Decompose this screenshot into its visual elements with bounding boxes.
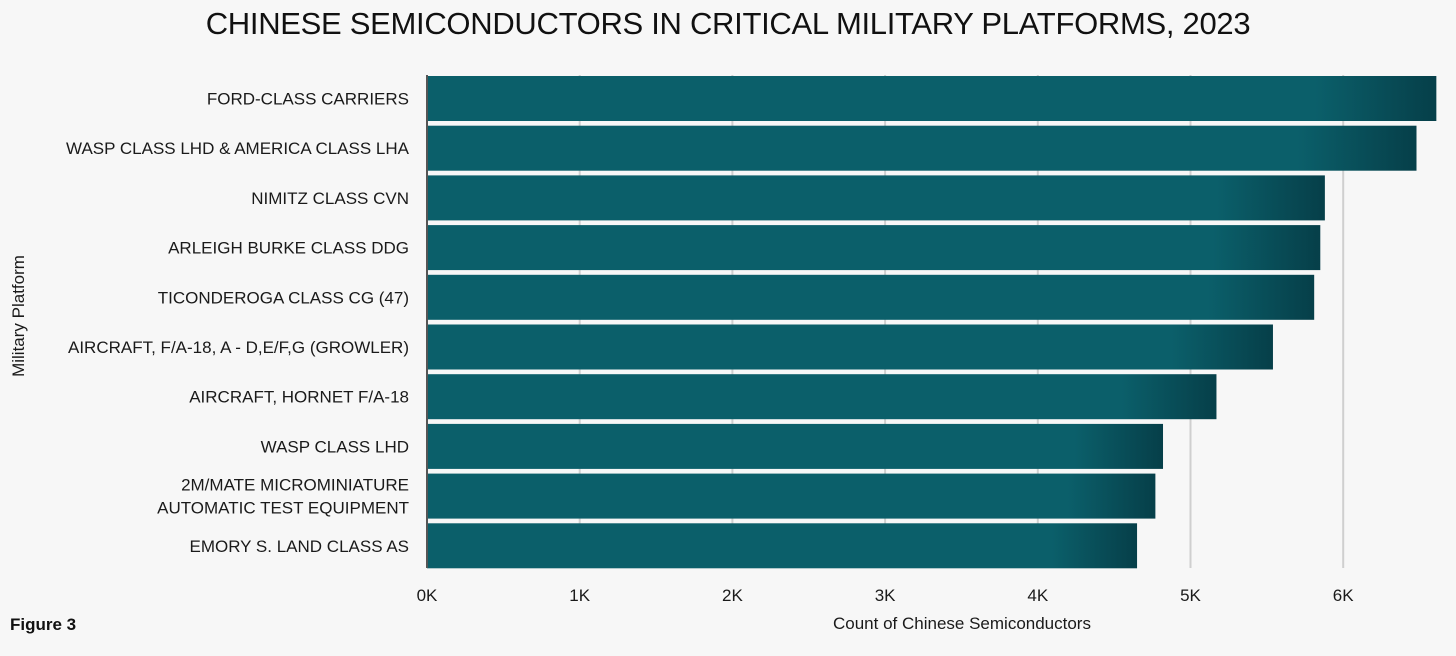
bar[interactable] xyxy=(427,324,1273,370)
x-tick-label: 0K xyxy=(417,586,438,605)
bar[interactable] xyxy=(427,225,1321,271)
bar[interactable] xyxy=(427,423,1164,469)
category-label: 2M/MATE MICROMINIATURE xyxy=(181,476,409,495)
category-label: AIRCRAFT, HORNET F/A-18 xyxy=(189,388,409,407)
category-label: TICONDEROGA CLASS CG (47) xyxy=(158,288,409,307)
x-tick-labels: 0K 1K 2K 3K 4K 5K 6K xyxy=(417,586,1355,605)
x-tick-label: 3K xyxy=(875,586,896,605)
category-label: NIMITZ CLASS CVN xyxy=(251,189,409,208)
x-tick-label: 5K xyxy=(1180,586,1201,605)
category-label: ARLEIGH BURKE CLASS DDG xyxy=(168,239,409,258)
x-tick-label: 1K xyxy=(569,586,590,605)
category-labels: FORD-CLASS CARRIERS WASP CLASS LHD & AMER… xyxy=(66,90,410,556)
category-label: FORD-CLASS CARRIERS xyxy=(207,90,409,109)
bar[interactable] xyxy=(427,175,1325,221)
x-tick-label: 4K xyxy=(1027,586,1048,605)
category-label: AIRCRAFT, F/A-18, A - D,E/F,G (GROWLER) xyxy=(68,338,409,357)
y-axis-title: Military Platform xyxy=(9,255,28,377)
x-tick-label: 2K xyxy=(722,586,743,605)
category-label: WASP CLASS LHD xyxy=(261,437,409,456)
chart-title: CHINESE SEMICONDUCTORS IN CRITICAL MILIT… xyxy=(205,6,1251,41)
bar[interactable] xyxy=(427,473,1156,519)
bar[interactable] xyxy=(427,76,1437,121)
bar[interactable] xyxy=(427,274,1315,320)
category-label: AUTOMATIC TEST EQUIPMENT xyxy=(157,499,409,518)
bars xyxy=(427,76,1437,569)
bar[interactable] xyxy=(427,125,1417,171)
category-label: WASP CLASS LHD & AMERICA CLASS LHA xyxy=(66,139,410,158)
x-tick-label: 6K xyxy=(1333,586,1354,605)
bar[interactable] xyxy=(427,523,1138,569)
category-label: EMORY S. LAND CLASS AS xyxy=(189,537,409,556)
bar[interactable] xyxy=(427,374,1217,420)
x-axis-title: Count of Chinese Semiconductors xyxy=(833,614,1091,633)
figure-label: Figure 3 xyxy=(10,615,77,634)
